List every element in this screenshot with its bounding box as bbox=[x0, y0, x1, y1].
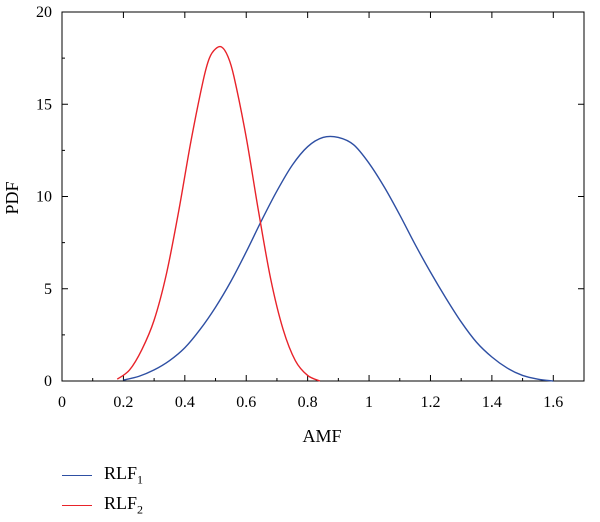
y-tick-label: 5 bbox=[44, 281, 52, 298]
x-tick-label: 1 bbox=[365, 394, 373, 411]
legend-swatch-rlf1 bbox=[62, 474, 92, 476]
x-tick-label: 0.2 bbox=[113, 394, 133, 411]
legend-label-rlf2: RLF2 bbox=[104, 492, 144, 517]
y-tick-label: 0 bbox=[44, 373, 52, 390]
y-tick-label: 20 bbox=[36, 4, 52, 21]
legend-item-rlf2: RLF2 bbox=[62, 492, 143, 518]
x-axis-title: AMF bbox=[302, 426, 341, 446]
series-layer bbox=[116, 45, 554, 382]
series-line-rlf1 bbox=[123, 135, 554, 382]
x-tick-label: 1.6 bbox=[543, 394, 563, 411]
legend-swatch-rlf2 bbox=[62, 504, 92, 506]
x-tick-label: 1.4 bbox=[482, 394, 502, 411]
y-axis-title: PDF bbox=[2, 181, 22, 214]
series-line-rlf2 bbox=[116, 45, 321, 382]
legend-item-rlf1: RLF1 bbox=[62, 462, 143, 488]
x-tick-label: 0.8 bbox=[298, 394, 318, 411]
y-tick-label: 10 bbox=[36, 189, 52, 206]
plot-frame bbox=[61, 11, 585, 382]
x-tick-label: 0.4 bbox=[175, 394, 195, 411]
x-tick-label: 0 bbox=[58, 394, 66, 411]
legend: RLF1 RLF2 bbox=[62, 462, 143, 522]
y-tick-label: 15 bbox=[36, 96, 52, 113]
x-tick-label: 0.6 bbox=[236, 394, 256, 411]
x-tick-label: 1.2 bbox=[420, 394, 440, 411]
y-axis-ticks: 0 5 10 15 20 bbox=[36, 4, 584, 390]
legend-label-rlf1: RLF1 bbox=[104, 462, 144, 487]
x-axis-ticks: 0 0.2 0.4 0.6 0.8 1 1.2 1.4 1.6 bbox=[58, 12, 585, 411]
